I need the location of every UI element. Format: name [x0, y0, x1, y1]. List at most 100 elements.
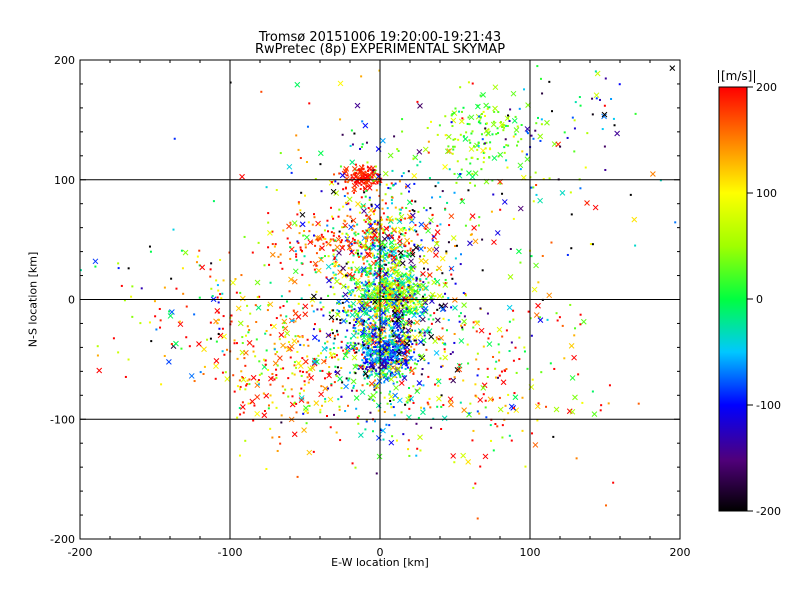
data-point	[355, 249, 358, 252]
data-point	[265, 467, 268, 470]
data-point	[306, 355, 309, 358]
data-point	[350, 129, 353, 132]
data-point	[484, 114, 487, 117]
data-point	[363, 244, 366, 247]
data-point	[464, 224, 467, 227]
data-point	[415, 279, 418, 282]
data-point	[399, 233, 402, 236]
data-point	[359, 187, 362, 190]
data-point	[352, 261, 355, 264]
data-point	[366, 177, 369, 180]
data-point	[383, 246, 386, 249]
data-point	[382, 336, 385, 339]
data-point	[399, 256, 402, 259]
data-point	[338, 302, 341, 305]
data-point	[269, 383, 272, 386]
data-point	[507, 412, 510, 415]
data-point	[401, 118, 404, 121]
data-point	[263, 409, 266, 412]
data-point	[466, 122, 469, 125]
data-point	[414, 312, 417, 315]
data-point	[612, 117, 615, 120]
data-point	[364, 301, 371, 308]
data-point	[423, 407, 426, 410]
data-point	[304, 234, 310, 241]
data-point	[313, 357, 316, 360]
data-point	[201, 346, 207, 353]
data-point	[460, 168, 463, 171]
data-point	[391, 329, 394, 332]
data-point	[492, 449, 495, 452]
data-point	[454, 282, 457, 285]
data-point	[330, 231, 333, 234]
data-point	[436, 133, 439, 136]
data-point	[405, 306, 408, 309]
data-point	[269, 281, 272, 284]
y-tick-label: -100	[50, 413, 75, 426]
data-point	[361, 230, 364, 233]
data-point	[319, 408, 322, 411]
data-point	[406, 331, 409, 334]
data-point	[374, 237, 377, 240]
data-point	[347, 314, 350, 317]
data-point	[380, 223, 383, 226]
data-point	[329, 334, 332, 337]
data-point	[397, 362, 400, 365]
data-point	[394, 350, 397, 353]
data-point	[377, 241, 380, 244]
data-point	[386, 207, 389, 210]
data-point	[408, 338, 411, 341]
data-point	[236, 416, 239, 419]
data-point	[349, 159, 356, 166]
data-point	[337, 80, 344, 87]
data-point	[365, 141, 368, 144]
data-point	[360, 297, 363, 300]
data-point	[396, 286, 399, 289]
data-point	[395, 358, 398, 361]
data-point	[325, 276, 328, 279]
data-point	[302, 344, 305, 347]
data-point	[405, 254, 408, 257]
data-point	[340, 340, 343, 343]
data-point	[326, 219, 329, 222]
data-point	[274, 353, 277, 356]
data-point	[353, 171, 356, 174]
data-point	[365, 366, 368, 369]
data-point	[362, 329, 365, 332]
data-point	[173, 137, 176, 140]
data-point	[294, 250, 297, 253]
data-point	[354, 251, 357, 254]
data-point	[413, 182, 416, 185]
data-point	[396, 350, 402, 357]
data-point	[367, 279, 370, 282]
data-point	[347, 379, 350, 382]
data-point	[426, 328, 433, 334]
data-point	[394, 217, 397, 220]
data-point	[357, 422, 360, 425]
data-point	[301, 427, 307, 434]
data-point	[637, 402, 640, 405]
data-point	[377, 232, 380, 235]
data-point	[354, 327, 357, 330]
data-point	[400, 254, 403, 257]
data-point	[420, 305, 423, 308]
data-point	[275, 376, 278, 379]
data-point	[399, 324, 402, 327]
data-point	[398, 236, 401, 239]
data-point	[370, 370, 373, 373]
data-point	[396, 381, 399, 384]
data-point	[444, 292, 447, 295]
data-point	[387, 346, 390, 349]
data-point	[368, 199, 371, 202]
data-point	[389, 372, 392, 375]
data-point	[281, 267, 284, 270]
data-point	[384, 202, 387, 205]
data-point	[275, 406, 278, 409]
colorbar-tick-label: 100	[756, 187, 777, 200]
data-point	[434, 383, 437, 386]
data-point	[375, 387, 378, 390]
data-point	[275, 368, 278, 371]
data-point	[352, 330, 355, 333]
data-point	[398, 349, 401, 352]
data-point	[350, 266, 353, 269]
